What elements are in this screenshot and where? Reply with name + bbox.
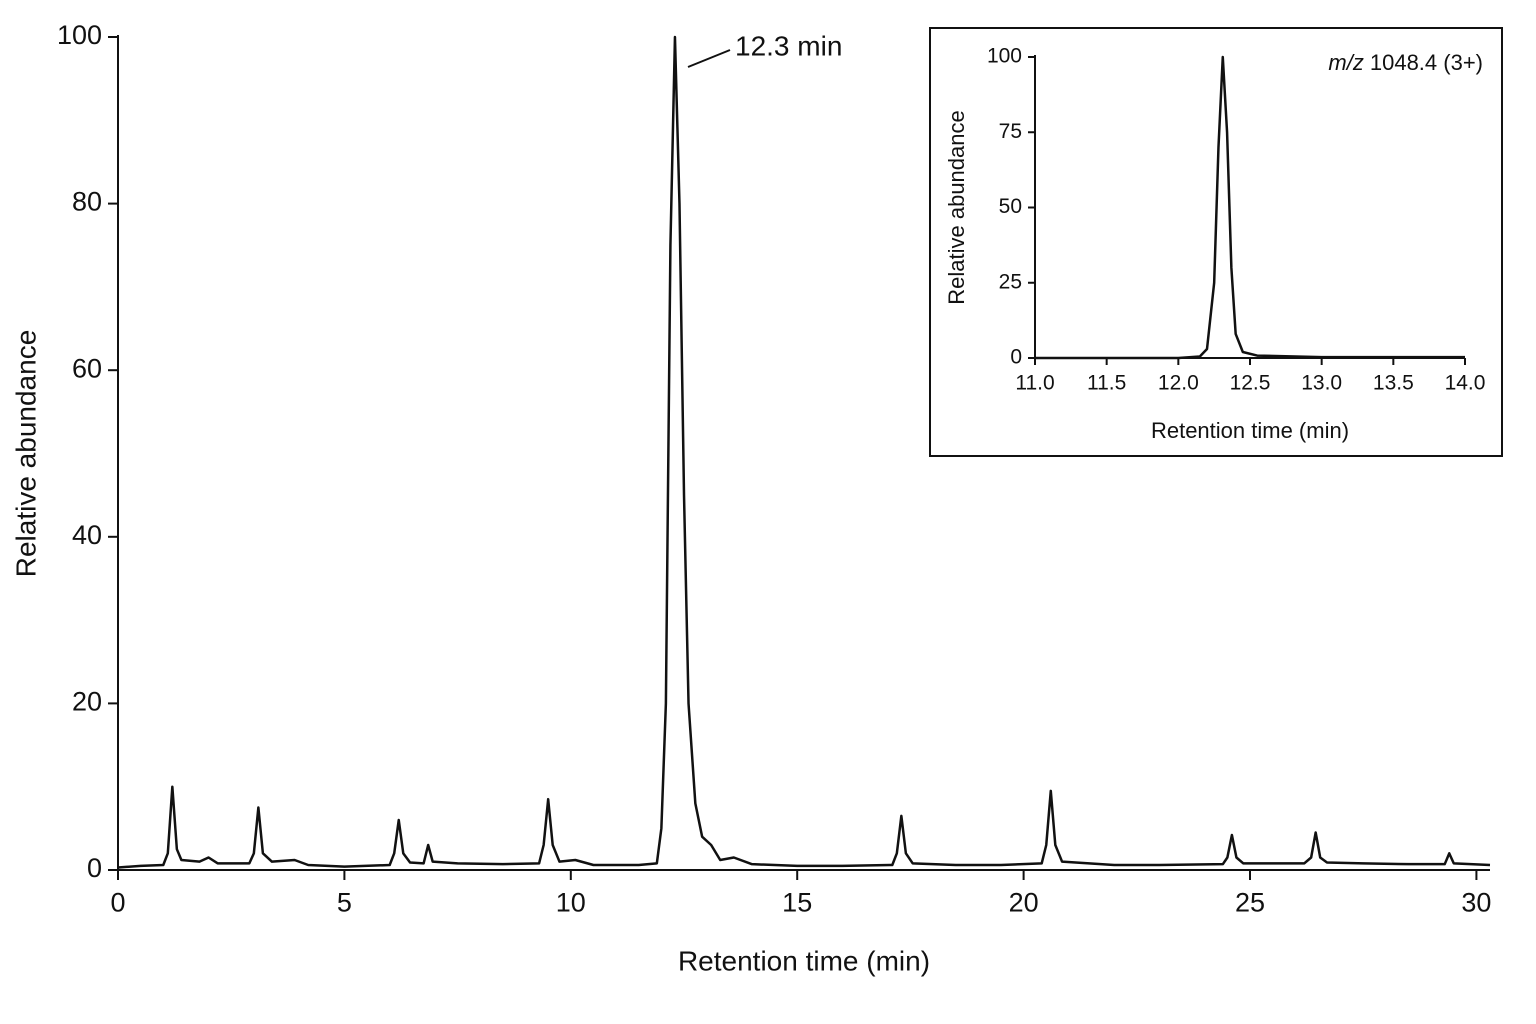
peak-annotation: 12.3 min	[735, 30, 842, 61]
x-tick-label: 15	[782, 887, 812, 917]
x-tick-label: 30	[1461, 887, 1491, 917]
x-tick-label: 20	[1009, 887, 1039, 917]
x-tick-label: 0	[110, 887, 125, 917]
annotation-leader	[687, 49, 731, 68]
x-tick-label: 5	[337, 887, 352, 917]
y-tick-label: 25	[999, 270, 1022, 293]
x-tick-label: 25	[1235, 887, 1265, 917]
y-tick-label: 100	[987, 45, 1022, 68]
y-axis-label: Relative abundance	[944, 110, 969, 304]
x-tick-label: 13.5	[1373, 371, 1414, 394]
y-tick-label: 50	[999, 195, 1022, 218]
y-tick-label: 20	[72, 687, 102, 717]
x-tick-label: 11.0	[1015, 371, 1054, 394]
y-tick-label: 80	[72, 187, 102, 217]
annotation-text: 1048.4 (3+)	[1370, 50, 1483, 75]
x-tick-label: 13.0	[1301, 371, 1342, 394]
x-tick-label: 10	[556, 887, 586, 917]
y-tick-label: 75	[999, 120, 1022, 143]
trace	[117, 35, 1491, 869]
x-axis-label: Retention time (min)	[678, 945, 930, 976]
y-tick-label: 100	[57, 20, 102, 50]
y-tick-label: 0	[87, 853, 102, 883]
x-axis-label: Retention time (min)	[1151, 418, 1349, 443]
y-axis-label: Relative abundance	[10, 330, 41, 578]
inset-annotation: m/z 1048.4 (3+)	[1328, 50, 1483, 75]
y-tick-label: 60	[72, 353, 102, 383]
x-tick-label: 12.0	[1158, 371, 1199, 394]
annotation-italic: m/z	[1328, 50, 1363, 75]
trace	[1035, 55, 1465, 360]
x-tick-label: 14.0	[1445, 371, 1486, 394]
y-tick-label: 40	[72, 520, 102, 550]
y-tick-label: 0	[1010, 346, 1022, 369]
x-tick-label: 11.5	[1087, 371, 1126, 394]
x-tick-label: 12.5	[1230, 371, 1271, 394]
